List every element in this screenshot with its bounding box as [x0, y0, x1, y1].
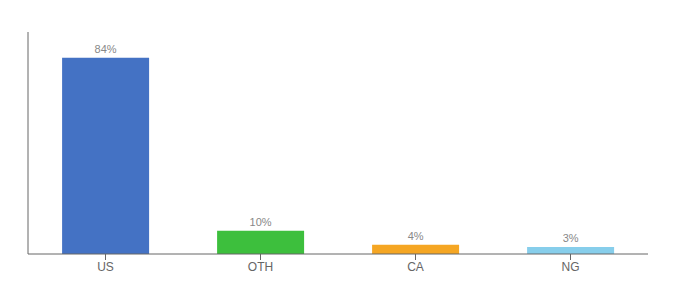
svg-text:84%: 84% [95, 43, 117, 55]
svg-text:OTH: OTH [248, 260, 273, 274]
svg-text:CA: CA [407, 260, 424, 274]
svg-text:3%: 3% [563, 232, 579, 244]
svg-text:NG: NG [562, 260, 580, 274]
svg-text:4%: 4% [408, 230, 424, 242]
svg-text:10%: 10% [250, 216, 272, 228]
svg-text:US: US [97, 260, 114, 274]
